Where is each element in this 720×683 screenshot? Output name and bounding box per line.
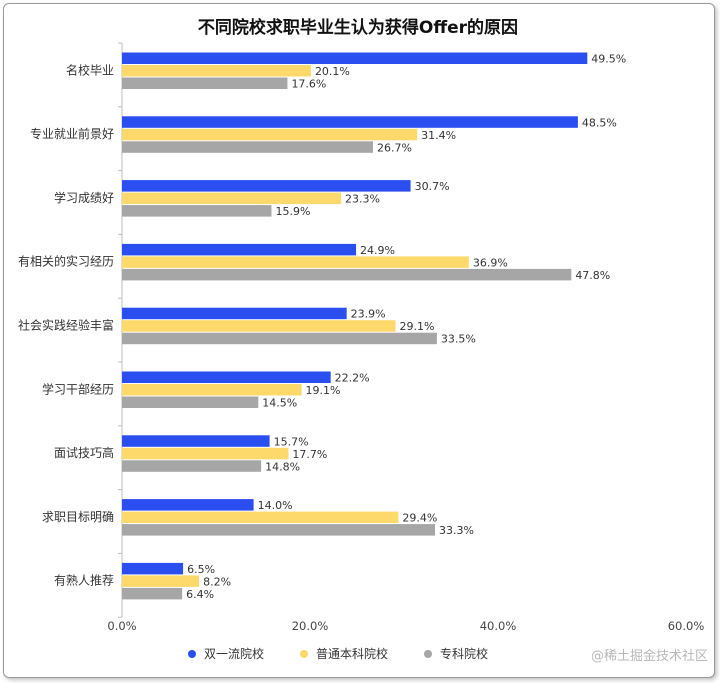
bar-value-label: 24.9% — [360, 244, 395, 257]
bar — [122, 511, 399, 524]
bar — [122, 256, 469, 268]
bar-value-label: 14.0% — [258, 499, 293, 512]
bar — [122, 180, 411, 192]
bar — [122, 192, 342, 205]
bar-value-label: 23.9% — [351, 308, 386, 321]
bar — [122, 371, 331, 383]
y-tick-label: 专业就业前景好 — [30, 126, 114, 141]
x-tick-label: 60.0% — [668, 619, 705, 633]
y-tick-label: 有熟人推荐 — [54, 573, 114, 588]
legend-marker-series-1 — [188, 649, 196, 658]
bar-value-label: 30.7% — [415, 180, 450, 193]
legend-label-series-3: 专科院校 — [440, 647, 489, 661]
bar-value-label: 23.3% — [345, 193, 380, 206]
bar-value-label: 31.4% — [421, 129, 456, 142]
bar — [122, 307, 347, 320]
bar — [122, 128, 418, 141]
bar — [122, 268, 572, 281]
bar-value-label: 17.7% — [292, 448, 327, 461]
legend-label-series-1: 双一流院校 — [204, 647, 265, 661]
bar — [122, 243, 357, 256]
bar-value-label: 26.7% — [377, 141, 412, 154]
legend-item-series-3[interactable]: 专科院校 — [424, 645, 488, 662]
legend-marker-series-3 — [424, 649, 433, 658]
bar-value-label: 20.1% — [315, 65, 350, 78]
bar — [122, 332, 437, 345]
bar-value-label: 33.5% — [441, 333, 476, 346]
bar-value-label: 19.1% — [306, 384, 341, 397]
bar-value-label: 14.8% — [265, 460, 300, 473]
bar — [122, 141, 373, 153]
x-tick-label: 20.0% — [292, 619, 329, 633]
bar-value-label: 6.5% — [187, 563, 215, 576]
bar-value-label: 29.1% — [400, 320, 435, 333]
bar — [122, 499, 254, 511]
x-tick-label: 40.0% — [480, 619, 517, 633]
bar-value-label: 14.5% — [262, 397, 297, 410]
bar — [122, 460, 262, 472]
bar-value-label: 48.5% — [582, 116, 617, 129]
y-tick-label: 名校毕业 — [66, 62, 114, 77]
bar-value-label: 49.5% — [591, 53, 626, 66]
bar — [122, 396, 259, 408]
bar-value-label: 17.6% — [291, 78, 326, 91]
bar-value-label: 22.2% — [335, 372, 370, 385]
legend-item-series-2[interactable]: 普通本科院校 — [300, 645, 388, 662]
bar — [122, 587, 183, 600]
y-tick-label: 学习干部经历 — [42, 381, 114, 396]
bar — [122, 524, 436, 536]
bar — [122, 384, 302, 396]
bar — [122, 575, 200, 587]
bar-value-label: 15.9% — [275, 205, 310, 218]
legend-label-series-2: 普通本科院校 — [316, 647, 389, 661]
bar-value-label: 33.3% — [439, 524, 474, 537]
bar — [122, 320, 396, 332]
y-tick-label: 求职目标明确 — [42, 510, 114, 524]
chart-title: 不同院校求职毕业生认为获得Offer的原因 — [197, 18, 519, 38]
legend-marker-series-2 — [300, 649, 309, 658]
x-tick-label: 0.0% — [107, 619, 136, 633]
bar-value-label: 6.4% — [186, 588, 214, 601]
bar-value-label: 47.8% — [575, 269, 610, 282]
bar — [122, 77, 288, 89]
bar — [122, 562, 184, 575]
bar — [122, 205, 272, 217]
y-tick-label: 学习成绩好 — [54, 190, 114, 205]
legend: 双一流院校 普通本科院校 专科院校 — [188, 645, 488, 662]
bar-value-label: 36.9% — [473, 256, 508, 269]
bar — [122, 447, 289, 460]
bar — [122, 65, 311, 77]
y-tick-label: 面试技巧高 — [54, 445, 114, 460]
bar-value-label: 15.7% — [274, 435, 309, 448]
bar-value-label: 29.4% — [402, 512, 437, 525]
y-tick-label: 有相关的实习经历 — [18, 254, 114, 269]
bar — [122, 116, 578, 128]
watermark: @稀土掘金技术社区 — [590, 649, 708, 664]
bar-value-label: 8.2% — [203, 575, 231, 588]
bar-chart: 名校毕业 49.5% 20.1%17.6% 专业就业前景好 48.5% 31.4% 26.7… — [18, 42, 705, 633]
legend-item-series-1[interactable]: 双一流院校 — [188, 645, 264, 662]
bar — [122, 52, 588, 64]
y-tick-label: 社会实践经验丰富 — [18, 317, 114, 332]
bar — [122, 435, 270, 447]
